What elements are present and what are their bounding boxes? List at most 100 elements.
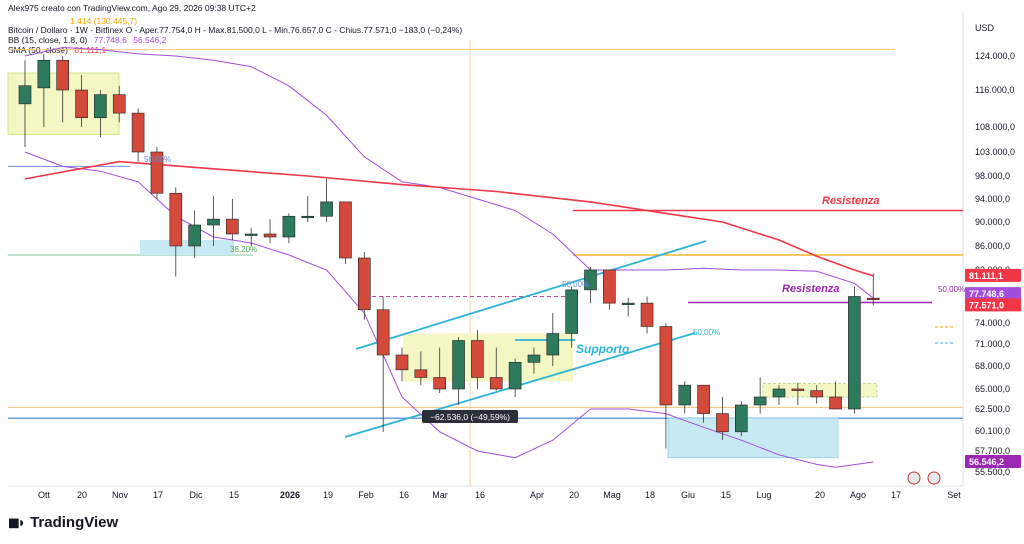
candle-body [94, 94, 107, 119]
tradingview-mark-icon: ◼◗ [8, 514, 26, 530]
x-tick-label: Feb [358, 490, 374, 500]
candle-body [169, 192, 183, 247]
y-tick-label: 98.000,0 [975, 171, 1010, 181]
x-tick-label: 15 [721, 490, 731, 500]
x-tick-label: Ott [38, 490, 51, 500]
candle-body [37, 59, 51, 89]
us-flag-icon [927, 471, 941, 485]
fib-50-label-d: 50,00% [938, 285, 965, 294]
price-label-box [965, 455, 1021, 469]
candle-body [244, 233, 258, 236]
x-tick-label: 16 [399, 490, 409, 500]
candle-body [546, 333, 560, 356]
tradingview-logo[interactable]: ◼◗ TradingView [8, 514, 118, 531]
x-tick-label: 15 [229, 490, 239, 500]
us-flag-icon [907, 471, 921, 485]
bb-label: BB (15, close, 1.8, 0) [8, 35, 88, 45]
candle-body [640, 302, 654, 327]
x-tick-label: Mag [603, 490, 621, 500]
price-label-text: 81.111,1 [969, 271, 1003, 281]
x-tick-label: 16 [475, 490, 485, 500]
candle-body [772, 388, 786, 398]
candle-body [697, 384, 710, 414]
x-tick-label: Nov [112, 490, 129, 500]
candle-body [56, 59, 70, 91]
candle-body [188, 224, 201, 247]
candle-body [226, 218, 239, 235]
y-tick-label: 86.000,0 [975, 241, 1010, 251]
price-label-text: 56.546,2 [969, 457, 1004, 467]
y-tick-label: 60.100,0 [975, 426, 1010, 436]
currency-label: USD [975, 23, 995, 33]
price-label-text: 77.571,0 [969, 300, 1004, 310]
supporto-label: Supporto [576, 342, 629, 356]
candle-body [810, 390, 824, 398]
candle-body [527, 354, 541, 363]
candle-body [150, 151, 164, 194]
x-tick-label: Apr [530, 490, 544, 500]
candle-body [112, 94, 126, 114]
candle-body [471, 340, 484, 378]
candle-body [75, 89, 88, 119]
candle-body [282, 215, 296, 238]
logo-text: TradingView [30, 514, 119, 531]
y-tick-label: 74.000,0 [975, 318, 1010, 328]
x-tick-label: Ago [850, 490, 866, 500]
y-tick-label: 65.000,0 [975, 384, 1010, 394]
candle-body [678, 384, 692, 406]
price-label-text: 77.748,6 [969, 289, 1004, 299]
x-tick-label: Giu [681, 490, 695, 500]
candle-body [603, 269, 616, 304]
candle-body [395, 354, 409, 371]
sma50-line [24, 160, 874, 277]
x-tick-label: 17 [153, 490, 163, 500]
bb-upper-value: 77.748,6 [93, 35, 127, 45]
symbol-line: Bitcoin / Dollaro · 1W · Bitfinex O - Ap… [8, 25, 463, 35]
candle-body [357, 257, 371, 311]
fib-50-label-c: 50,00% [693, 328, 720, 337]
y-tick-label: 108.000,0 [975, 122, 1015, 132]
zone-supporto [403, 333, 573, 382]
top-note: 1.414 (130.445,7) [70, 16, 138, 26]
x-tick-label: 19 [323, 490, 333, 500]
author-line: Alex975 creato con TradingView.com, Ago … [8, 3, 256, 13]
x-tick-label: 20 [569, 490, 579, 500]
candle-body [414, 369, 428, 378]
y-tick-label: 57.700,0 [975, 446, 1010, 456]
bb-upper-band [24, 46, 874, 299]
bb-line: BB (15, close, 1.8, 0) 77.748,6 56.546,2 [8, 35, 166, 46]
candle-body [791, 388, 805, 391]
x-tick-label: Mar [432, 490, 448, 500]
price-label-box [965, 298, 1021, 312]
candle-body [452, 340, 465, 390]
candle-body [489, 377, 503, 390]
candle-body [263, 233, 277, 238]
y-tick-label: 124.000,0 [975, 51, 1015, 61]
candle-body [753, 396, 767, 406]
fib-50-label-b: 50,00% [562, 280, 589, 289]
resistenza-label-purple: Resistenza [782, 283, 839, 295]
candle-body [301, 215, 315, 219]
candle-body [565, 289, 578, 334]
measure-text: −62.536,0 (−49,59%) [430, 412, 510, 422]
zone-blue-left [140, 240, 234, 255]
y-tick-label: 116.000,0 [975, 85, 1014, 95]
resistenza-label-red: Resistenza [822, 195, 879, 207]
price-label-box [965, 287, 1021, 301]
y-tick-label: 94.000,0 [975, 194, 1010, 204]
fib-382-label: 38,20% [230, 245, 257, 254]
x-tick-label: Dic [190, 490, 203, 500]
x-tick-label: Set [947, 490, 961, 500]
channel-upper [355, 240, 707, 350]
candle-body [207, 218, 220, 226]
candle-body [716, 413, 729, 433]
candle-body [339, 201, 352, 259]
candle-body [659, 326, 673, 406]
candle-body [508, 362, 522, 390]
y-tick-label: 55.500,0 [975, 467, 1010, 477]
candle-body [131, 112, 145, 153]
x-tick-label: 2026 [280, 490, 300, 500]
x-tick-label: 17 [891, 490, 901, 500]
y-tick-label: 62.500,0 [975, 404, 1010, 414]
